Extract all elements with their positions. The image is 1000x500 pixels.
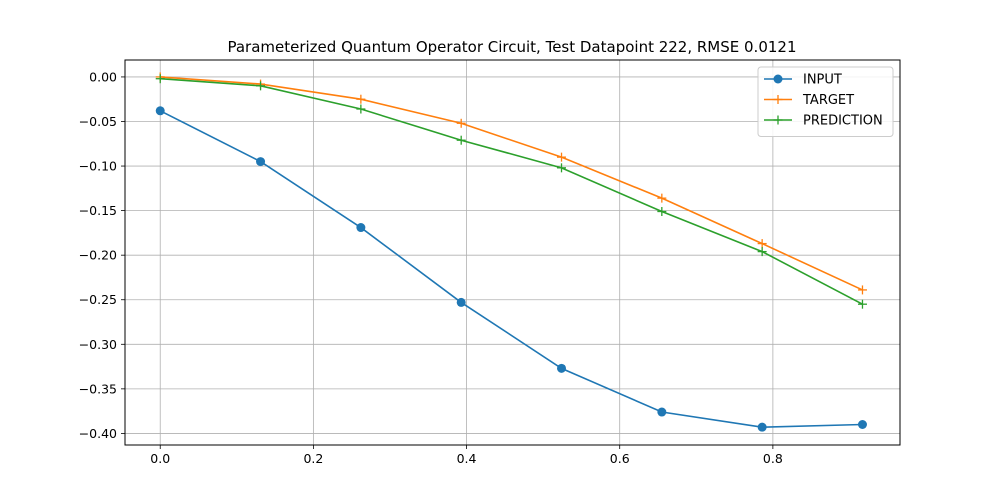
chart-title: Parameterized Quantum Operator Circuit, … xyxy=(227,38,796,56)
data-point-prediction xyxy=(456,135,466,145)
data-point-target xyxy=(757,239,767,249)
series-input xyxy=(155,106,867,432)
data-point-input xyxy=(757,422,767,432)
legend-label: INPUT xyxy=(803,73,842,88)
data-point-input xyxy=(356,223,366,233)
x-tick-label: 0.4 xyxy=(457,451,477,466)
data-point-target xyxy=(857,285,867,295)
y-tick-label: −0.05 xyxy=(79,114,117,129)
x-tick-label: 0.0 xyxy=(150,451,170,466)
y-tick-label: −0.15 xyxy=(79,203,117,218)
y-tick-label: −0.10 xyxy=(79,159,117,174)
series-prediction xyxy=(155,74,867,309)
y-tick-label: 0.00 xyxy=(89,69,117,84)
data-point-prediction xyxy=(155,74,165,84)
y-tick-label: −0.25 xyxy=(79,292,117,307)
data-point-target xyxy=(657,193,667,203)
x-tick-label: 0.6 xyxy=(610,451,630,466)
series-line-input xyxy=(159,110,863,428)
x-axis: 0.0 0.2 0.4 0.6 0.8 xyxy=(150,445,783,466)
data-point-prediction xyxy=(356,104,366,114)
legend-item-input: INPUT xyxy=(764,73,842,88)
series-line-target xyxy=(160,76,863,291)
data-point-target xyxy=(557,152,567,162)
y-tick-label: −0.40 xyxy=(79,426,117,441)
data-point-prediction xyxy=(557,163,567,173)
data-point-input xyxy=(456,297,466,307)
legend-swatch-marker xyxy=(773,74,783,84)
legend-item-target: TARGET xyxy=(764,93,854,108)
data-point-input xyxy=(557,363,567,373)
data-point-prediction xyxy=(657,207,667,217)
series-group xyxy=(155,72,867,432)
y-axis: 0.00 −0.05 −0.10 −0.15 −0.20 −0.25 −0.30 −0.35 −… xyxy=(79,69,125,441)
data-point-target xyxy=(456,118,466,128)
legend-swatch-marker xyxy=(773,115,783,125)
series-line-prediction xyxy=(160,77,863,305)
data-point-prediction xyxy=(857,299,867,309)
data-point-input xyxy=(155,106,165,116)
data-point-prediction xyxy=(757,247,767,257)
legend-swatch-marker xyxy=(773,95,783,104)
data-point-input xyxy=(857,420,867,430)
series-target xyxy=(155,72,867,295)
data-point-prediction xyxy=(256,81,266,91)
data-point-target xyxy=(356,94,366,104)
legend-label: PREDICTION xyxy=(803,114,883,129)
x-tick-label: 0.8 xyxy=(763,451,783,466)
x-tick-label: 0.2 xyxy=(303,451,323,466)
data-point-input xyxy=(657,407,667,417)
data-point-input xyxy=(256,157,266,167)
legend-box xyxy=(757,66,894,137)
legend-label: TARGET xyxy=(802,93,854,108)
plot-frame xyxy=(124,59,901,446)
y-tick-label: −0.20 xyxy=(79,248,117,263)
legend-item-prediction: PREDICTION xyxy=(764,114,883,129)
y-tick-label: −0.30 xyxy=(79,337,117,352)
y-tick-label: −0.35 xyxy=(79,381,117,396)
legend: INPUT TARGET PREDICTION xyxy=(757,66,894,137)
